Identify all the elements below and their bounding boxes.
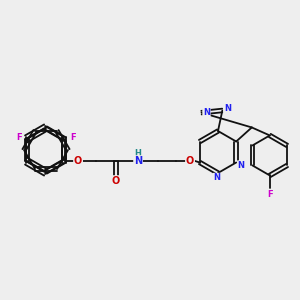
Text: N: N bbox=[238, 161, 245, 170]
Text: H: H bbox=[135, 149, 142, 158]
Text: O: O bbox=[112, 176, 120, 186]
Text: N: N bbox=[224, 104, 231, 113]
Text: F: F bbox=[70, 134, 76, 142]
Text: F: F bbox=[16, 134, 22, 142]
Text: F: F bbox=[267, 190, 273, 199]
Text: O: O bbox=[186, 156, 194, 166]
Text: O: O bbox=[74, 156, 82, 166]
Text: N: N bbox=[214, 173, 220, 182]
Text: N: N bbox=[203, 108, 210, 117]
Text: N: N bbox=[134, 156, 142, 166]
